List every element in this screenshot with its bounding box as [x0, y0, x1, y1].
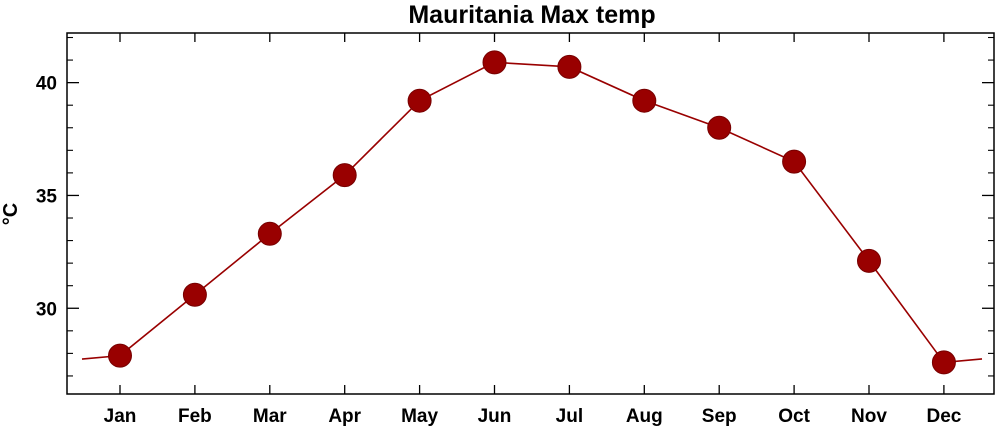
x-tick-label: Oct	[778, 406, 810, 427]
series-line	[81, 61, 983, 364]
data-point	[632, 88, 657, 113]
x-tick-label: Dec	[926, 406, 961, 427]
plot-area-frame	[66, 32, 995, 395]
data-point	[707, 115, 732, 140]
x-tick-label: Jul	[556, 406, 583, 427]
x-tick-label: Jun	[478, 406, 512, 427]
data-point	[857, 248, 881, 273]
data-point	[782, 149, 807, 174]
x-tick-label: Aug	[626, 406, 663, 427]
data-point	[332, 163, 357, 188]
data-point	[108, 343, 132, 368]
y-tick-label: 35	[36, 186, 58, 207]
y-axis-label: °C	[0, 203, 22, 225]
x-tick-label: Apr	[328, 406, 361, 427]
x-tick-label: Feb	[178, 406, 212, 427]
series-line-group	[81, 61, 983, 364]
y-tick-label: 40	[36, 74, 57, 95]
data-point	[407, 88, 432, 113]
data-point	[557, 54, 582, 79]
chart-title: Mauritania Max temp	[408, 1, 655, 29]
data-point	[182, 282, 207, 307]
x-tick-label: Nov	[851, 406, 887, 427]
x-tick-label: May	[401, 406, 438, 427]
x-tick-label: Sep	[702, 406, 737, 427]
axis-tick-labels: Jan Feb Mar Apr May Jun Jul Aug Sep Oct Nov Dec 30 35…	[36, 74, 962, 427]
data-point	[931, 350, 956, 375]
data-point	[482, 50, 507, 75]
data-point	[257, 221, 282, 246]
data-markers	[108, 50, 956, 375]
x-tick-label: Jan	[104, 406, 137, 427]
x-tick-label: Mar	[253, 406, 287, 427]
axis-ticks	[67, 33, 994, 394]
y-tick-label: 30	[36, 299, 57, 320]
